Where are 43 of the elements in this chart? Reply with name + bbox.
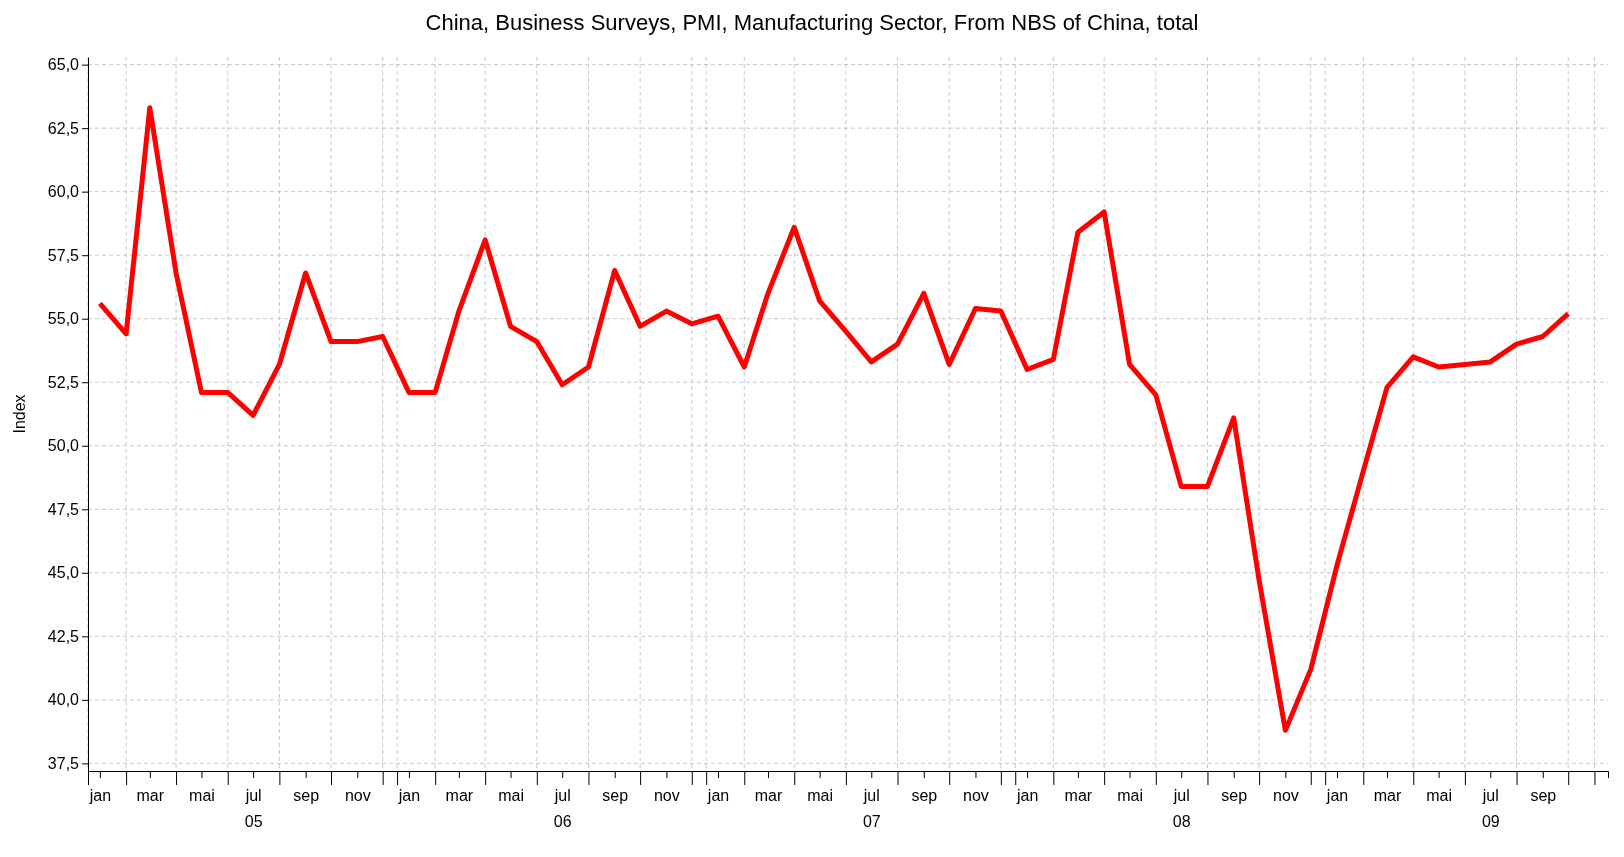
- x-tick-label: jan: [88, 787, 112, 804]
- x-tick-label: jul 09: [1481, 787, 1500, 830]
- x-tick-label: jul 06: [553, 787, 572, 830]
- x-tick-label: jul 08: [1172, 787, 1191, 830]
- y-tick-label: 62,5: [47, 119, 80, 137]
- y-tick-label: 40,0: [47, 691, 80, 709]
- x-tick-label: sep: [911, 787, 938, 804]
- x-tick-label: mai: [498, 787, 524, 804]
- x-tick-label: mar: [445, 787, 474, 804]
- y-tick-label: 52,5: [47, 373, 80, 391]
- x-tick-label: sep: [1530, 787, 1557, 804]
- x-tick-label: jan: [397, 787, 421, 804]
- x-tick-label: mar: [136, 787, 165, 804]
- x-tick-label: jan: [706, 787, 730, 804]
- x-tick-label: mai: [1426, 787, 1453, 804]
- x-tick-label: mar: [1373, 787, 1402, 804]
- y-tick-label: 45,0: [47, 564, 80, 582]
- y-tick-label: 42,5: [47, 627, 80, 645]
- y-tick-label: 65,0: [47, 56, 80, 74]
- x-tick-label: sep: [1221, 787, 1248, 804]
- x-tick-label: mai: [189, 787, 215, 804]
- y-axis-title: Index: [11, 394, 28, 434]
- x-tick-label: mar: [754, 787, 783, 804]
- y-tick-label: 60,0: [47, 183, 80, 201]
- chart-title: China, Business Surveys, PMI, Manufacturing Sector, From NBS of China, total: [425, 10, 1199, 35]
- x-tick-label: nov: [1272, 787, 1299, 804]
- x-tick-label: jan: [1015, 787, 1039, 804]
- y-tick-label: 47,5: [47, 500, 80, 518]
- x-tick-label: mar: [1064, 787, 1093, 804]
- x-tick-label: nov: [653, 787, 680, 804]
- x-tick-label: mai: [1117, 787, 1143, 804]
- x-tick-label: jul 05: [244, 787, 263, 830]
- x-tick-label: jul 07: [862, 787, 881, 830]
- x-tick-label: sep: [602, 787, 629, 804]
- y-tick-label: 50,0: [47, 437, 80, 455]
- x-tick-label: nov: [963, 787, 989, 804]
- y-tick-label: 37,5: [47, 755, 80, 772]
- x-tick-label: nov: [344, 787, 371, 804]
- x-tick-label: mai: [807, 787, 834, 804]
- y-tick-label: 55,0: [47, 310, 80, 328]
- y-tick-label: 57,5: [47, 246, 80, 264]
- x-tick-label: jan: [1325, 787, 1349, 804]
- x-tick-label: sep: [293, 787, 320, 804]
